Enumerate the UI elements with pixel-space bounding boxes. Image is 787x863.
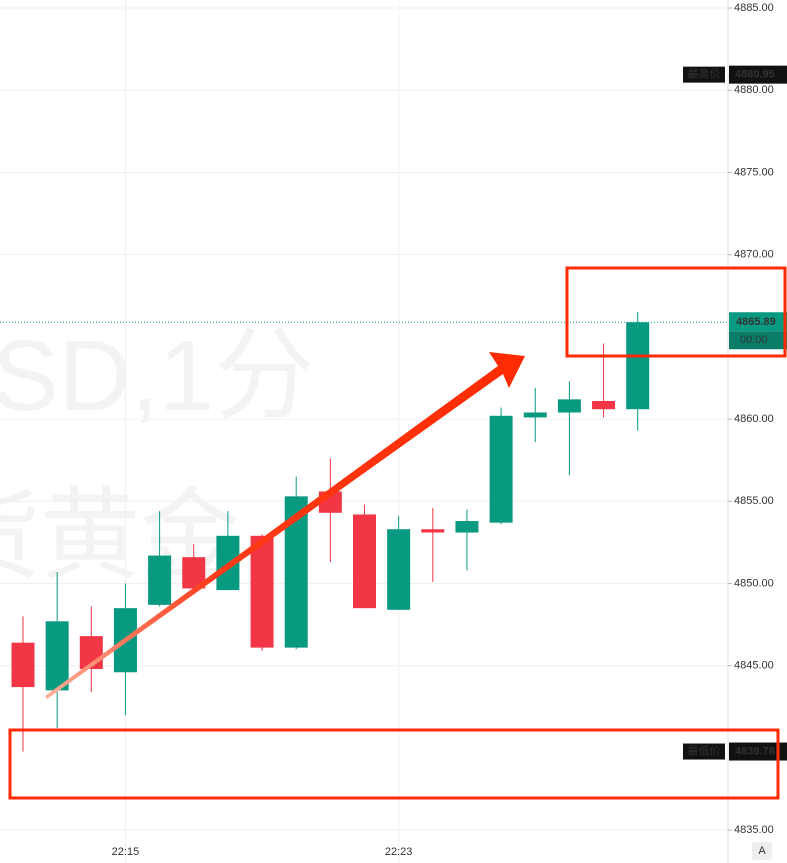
- marker-value: 4839.78: [735, 745, 775, 757]
- y-tick-label: 4875.00: [734, 166, 774, 178]
- countdown-box: [729, 331, 787, 350]
- scale-button-label: A: [758, 845, 766, 857]
- last-price-box: [729, 312, 787, 332]
- countdown-label: 00:00: [740, 334, 768, 346]
- y-tick-label: 4870.00: [734, 249, 774, 261]
- highlight-box: [8, 728, 780, 800]
- marker-name-box: [683, 66, 725, 83]
- annotations: [8, 266, 787, 800]
- candle-body: [387, 529, 411, 610]
- candle-body: [11, 642, 35, 688]
- candle-body: [148, 555, 172, 605]
- candle-body: [489, 415, 513, 523]
- marker-value-box: [729, 65, 787, 84]
- y-tick-label: 4885.00: [734, 2, 774, 14]
- candle-body: [592, 401, 616, 410]
- watermark: SD,1分: [0, 320, 314, 432]
- y-tick-label: 4845.00: [734, 660, 774, 672]
- y-tick-label: 4835.00: [734, 824, 774, 836]
- candle-body: [250, 535, 274, 648]
- candle-body: [626, 322, 650, 410]
- x-tick-label: 22:15: [112, 846, 140, 858]
- arrow: [45, 352, 525, 699]
- candle-body: [182, 557, 206, 589]
- marker-value: 4880.95: [735, 69, 775, 81]
- y-tick-label: 4860.00: [734, 413, 774, 425]
- marker-name: 最低价: [688, 744, 721, 757]
- candle-body: [455, 521, 479, 533]
- marker-name-box: [683, 743, 725, 760]
- y-tick-label: 4880.00: [734, 84, 774, 96]
- candle-body: [284, 496, 308, 648]
- candle-body: [557, 399, 581, 413]
- background-layer: SD,1分 货黄金: [0, 0, 728, 863]
- scale-button[interactable]: [752, 842, 772, 860]
- marker-name: 最高价: [688, 67, 721, 81]
- x-tick-label: 22:23: [385, 846, 413, 858]
- candle-body: [523, 412, 547, 418]
- candle-body: [353, 514, 376, 609]
- candle-body: [45, 621, 69, 691]
- highlight-box: [565, 266, 787, 358]
- candle-body: [421, 529, 445, 533]
- last-price-label: 4865.89: [736, 316, 776, 328]
- y-tick-label: 4855.00: [734, 495, 774, 507]
- marker-value-box: [729, 742, 787, 761]
- y-tick-label: 4850.00: [734, 577, 774, 589]
